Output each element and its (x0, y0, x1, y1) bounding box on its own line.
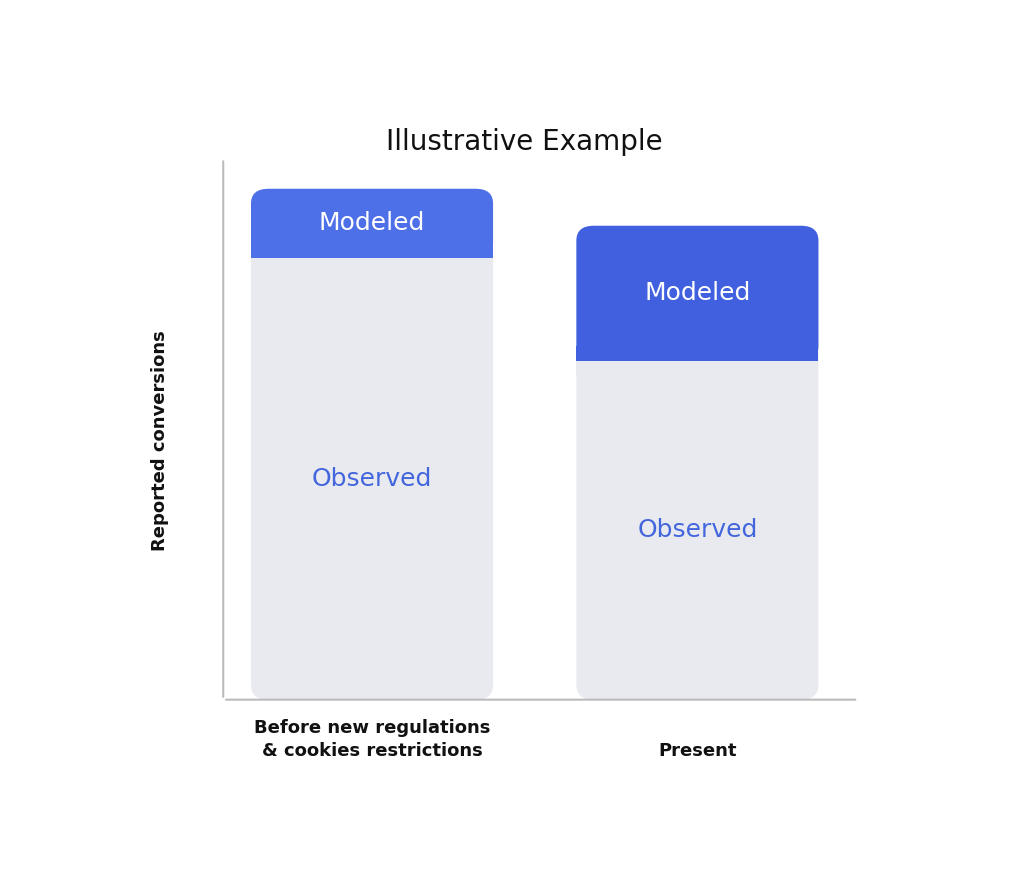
Text: Reported conversions: Reported conversions (151, 331, 169, 551)
Text: Modeled: Modeled (318, 211, 425, 235)
Bar (251, 243, 493, 258)
Text: Observed: Observed (637, 519, 758, 542)
Text: Present: Present (658, 742, 736, 760)
Text: Illustrative Example: Illustrative Example (386, 128, 664, 156)
FancyBboxPatch shape (251, 189, 494, 258)
Text: Observed: Observed (312, 467, 432, 491)
Text: Before new regulations
& cookies restrictions: Before new regulations & cookies restric… (254, 718, 490, 760)
FancyBboxPatch shape (577, 226, 818, 361)
Bar (251, 258, 493, 272)
FancyBboxPatch shape (251, 189, 494, 699)
Bar (577, 361, 818, 375)
Bar (577, 346, 818, 361)
Text: Modeled: Modeled (644, 281, 751, 306)
FancyBboxPatch shape (577, 226, 818, 699)
